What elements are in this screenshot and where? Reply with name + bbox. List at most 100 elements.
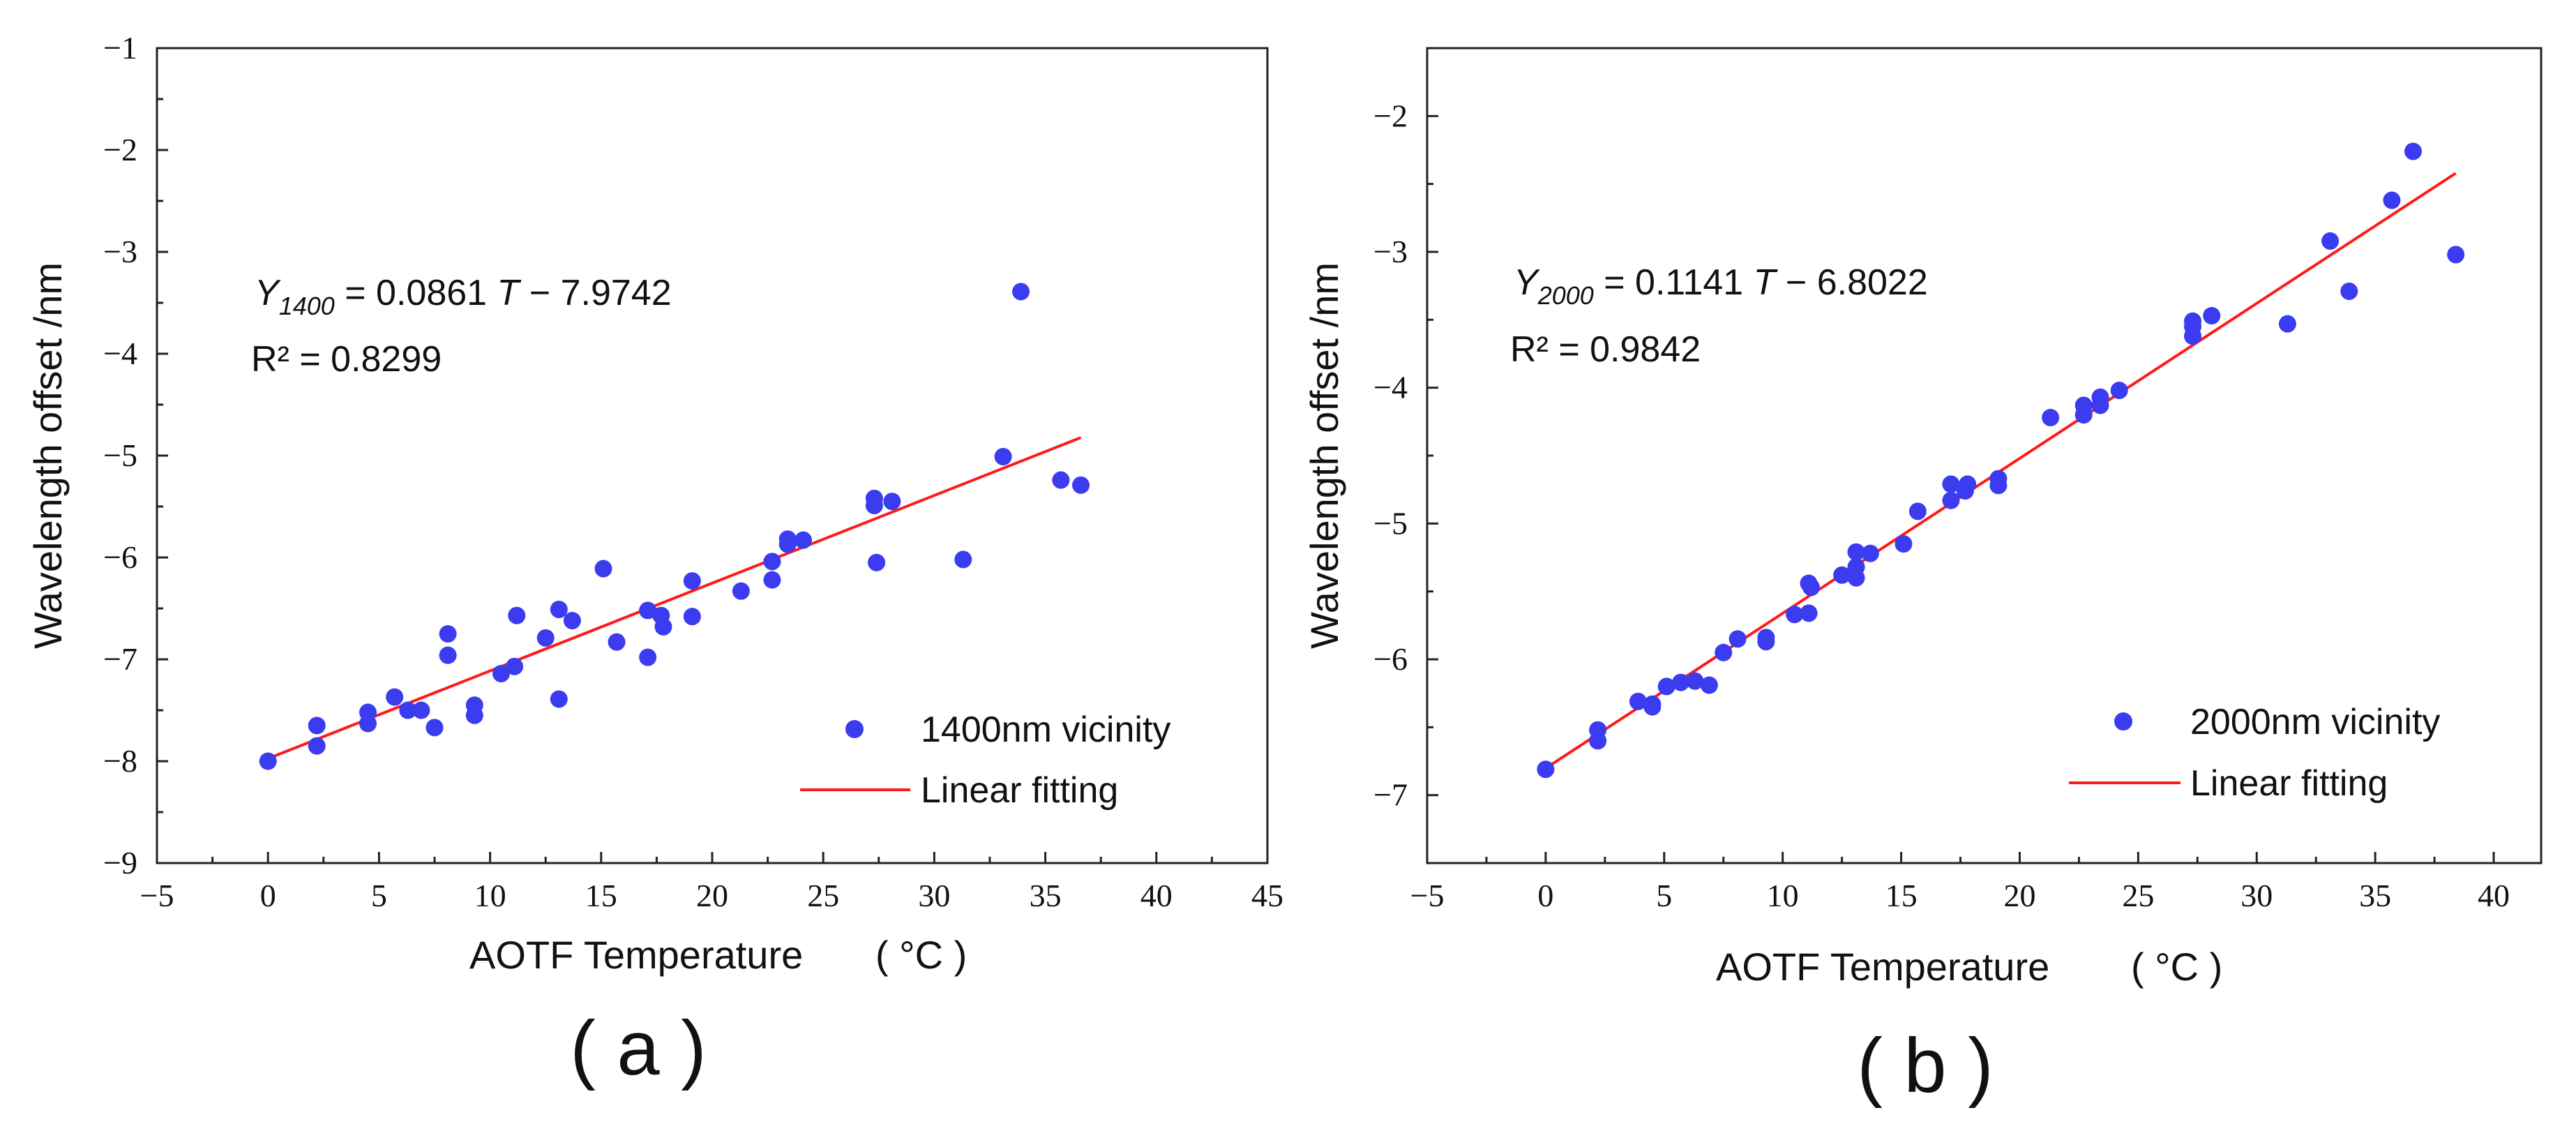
data-point bbox=[1786, 606, 1804, 624]
panel-b-legend-fit: Linear fitting bbox=[2190, 763, 2388, 804]
data-point bbox=[994, 447, 1012, 465]
x-tick-label: 20 bbox=[2003, 878, 2035, 913]
data-point bbox=[1757, 633, 1775, 651]
data-point bbox=[2321, 232, 2340, 250]
data-point bbox=[536, 629, 555, 647]
panel-a-points bbox=[259, 283, 1090, 770]
panel-b-legend-marker bbox=[2114, 712, 2132, 730]
data-point bbox=[1833, 566, 1851, 584]
data-point bbox=[1072, 476, 1090, 494]
panel-a-eq-tail: − 7.9742 bbox=[519, 273, 671, 313]
data-point bbox=[2091, 396, 2109, 414]
panel-b-r2: R² = 0.9842 bbox=[1510, 329, 1701, 370]
data-point bbox=[1847, 569, 1865, 587]
data-point bbox=[732, 582, 750, 600]
data-point bbox=[2184, 327, 2202, 345]
panel-a-xlabel: AOTF Temperature bbox=[469, 933, 803, 977]
data-point bbox=[550, 600, 568, 618]
data-point bbox=[439, 646, 457, 664]
data-point bbox=[425, 719, 444, 737]
panel-b-xunit: ( °C ) bbox=[2131, 945, 2222, 989]
y-tick-label: −7 bbox=[1373, 777, 1408, 813]
data-point bbox=[1942, 475, 1960, 493]
y-tick-label: −6 bbox=[103, 539, 137, 575]
data-point bbox=[1657, 677, 1675, 696]
data-point bbox=[386, 688, 404, 706]
x-tick-label: 15 bbox=[1885, 878, 1918, 913]
y-tick-label: −4 bbox=[103, 336, 137, 371]
data-point bbox=[1537, 760, 1555, 779]
panel-b-points bbox=[1537, 142, 2465, 779]
x-tick-label: 10 bbox=[1767, 878, 1799, 913]
data-point bbox=[608, 633, 626, 651]
panel-b-eq-y: Y bbox=[1514, 262, 1540, 303]
data-point bbox=[1700, 676, 1718, 694]
data-point bbox=[2383, 191, 2401, 209]
data-point bbox=[563, 612, 581, 630]
data-point bbox=[1959, 475, 1977, 493]
data-point bbox=[594, 560, 612, 578]
x-tick-label: 25 bbox=[2122, 878, 2154, 913]
panel-a-ticks bbox=[156, 47, 1269, 864]
data-point bbox=[1686, 672, 1704, 690]
data-point bbox=[506, 657, 524, 675]
data-point bbox=[2074, 406, 2093, 424]
y-tick-label: −3 bbox=[1373, 234, 1408, 269]
x-tick-label: 40 bbox=[2478, 878, 2510, 913]
data-point bbox=[639, 601, 657, 620]
data-point bbox=[954, 550, 972, 569]
x-tick-label: 0 bbox=[260, 878, 276, 913]
y-tick-label: −7 bbox=[103, 641, 137, 677]
data-point bbox=[1629, 692, 1647, 710]
x-tick-label: 25 bbox=[807, 878, 839, 913]
data-point bbox=[763, 553, 781, 571]
y-tick-label: −5 bbox=[1373, 505, 1408, 541]
data-point bbox=[1802, 578, 1820, 597]
panel-a-equation: Y1400 = 0.0861 T − 7.9742 bbox=[255, 273, 672, 320]
data-point bbox=[868, 553, 886, 571]
y-tick-label: −8 bbox=[103, 743, 137, 779]
y-tick-label: −5 bbox=[103, 437, 137, 473]
data-point bbox=[1989, 477, 2008, 495]
panel-b-chart: −5 0 5 10 15 20 25 30 35 40 −7 −6 −5 −4 −3 −2 Y2000 = … bbox=[1302, 47, 2543, 1109]
data-point bbox=[550, 690, 568, 708]
data-point bbox=[683, 572, 701, 590]
data-point bbox=[259, 752, 277, 770]
panel-a-ylabel: Wavelength offset /nm bbox=[26, 262, 70, 649]
panel-b-y-tick-labels: −7 −6 −5 −4 −3 −2 bbox=[1373, 98, 1408, 812]
data-point bbox=[439, 625, 457, 643]
x-tick-label: 20 bbox=[696, 878, 728, 913]
data-point bbox=[2404, 142, 2423, 160]
x-tick-label: 35 bbox=[1030, 878, 1062, 913]
panel-a-eq-var: T bbox=[497, 273, 522, 313]
panel-a-eq-y: Y bbox=[255, 273, 281, 313]
panel-b-label: ( b ) bbox=[1857, 1023, 1994, 1109]
data-point bbox=[465, 706, 483, 724]
data-point bbox=[492, 664, 511, 682]
data-point bbox=[683, 608, 701, 626]
y-tick-label: −3 bbox=[103, 234, 137, 269]
panel-a-chart: −5 0 5 10 15 20 25 30 35 40 45 −9−8−7−6−5−4−3−2−1 … bbox=[26, 30, 1283, 1091]
data-point bbox=[1715, 643, 1733, 661]
data-point bbox=[2278, 315, 2296, 333]
data-point bbox=[399, 701, 417, 719]
panel-a-legend-marker bbox=[845, 720, 864, 738]
data-point bbox=[654, 617, 672, 636]
x-tick-label: 10 bbox=[474, 878, 506, 913]
data-point bbox=[508, 606, 526, 624]
panel-b-x-tick-labels: −5 0 5 10 15 20 25 30 35 40 bbox=[1410, 878, 2510, 913]
x-tick-label: 15 bbox=[585, 878, 617, 913]
y-tick-label: −6 bbox=[1373, 641, 1408, 677]
x-tick-label: 45 bbox=[1251, 878, 1283, 913]
data-point bbox=[2110, 382, 2128, 400]
data-point bbox=[794, 531, 813, 549]
panel-b-ylabel: Wavelength offset /nm bbox=[1302, 262, 1346, 649]
data-point bbox=[639, 648, 657, 666]
data-point bbox=[308, 737, 326, 755]
x-tick-label: 5 bbox=[1656, 878, 1672, 913]
data-point bbox=[2042, 408, 2060, 426]
x-tick-label: 0 bbox=[1537, 878, 1553, 913]
data-point bbox=[2340, 282, 2358, 300]
x-tick-label: 30 bbox=[918, 878, 950, 913]
